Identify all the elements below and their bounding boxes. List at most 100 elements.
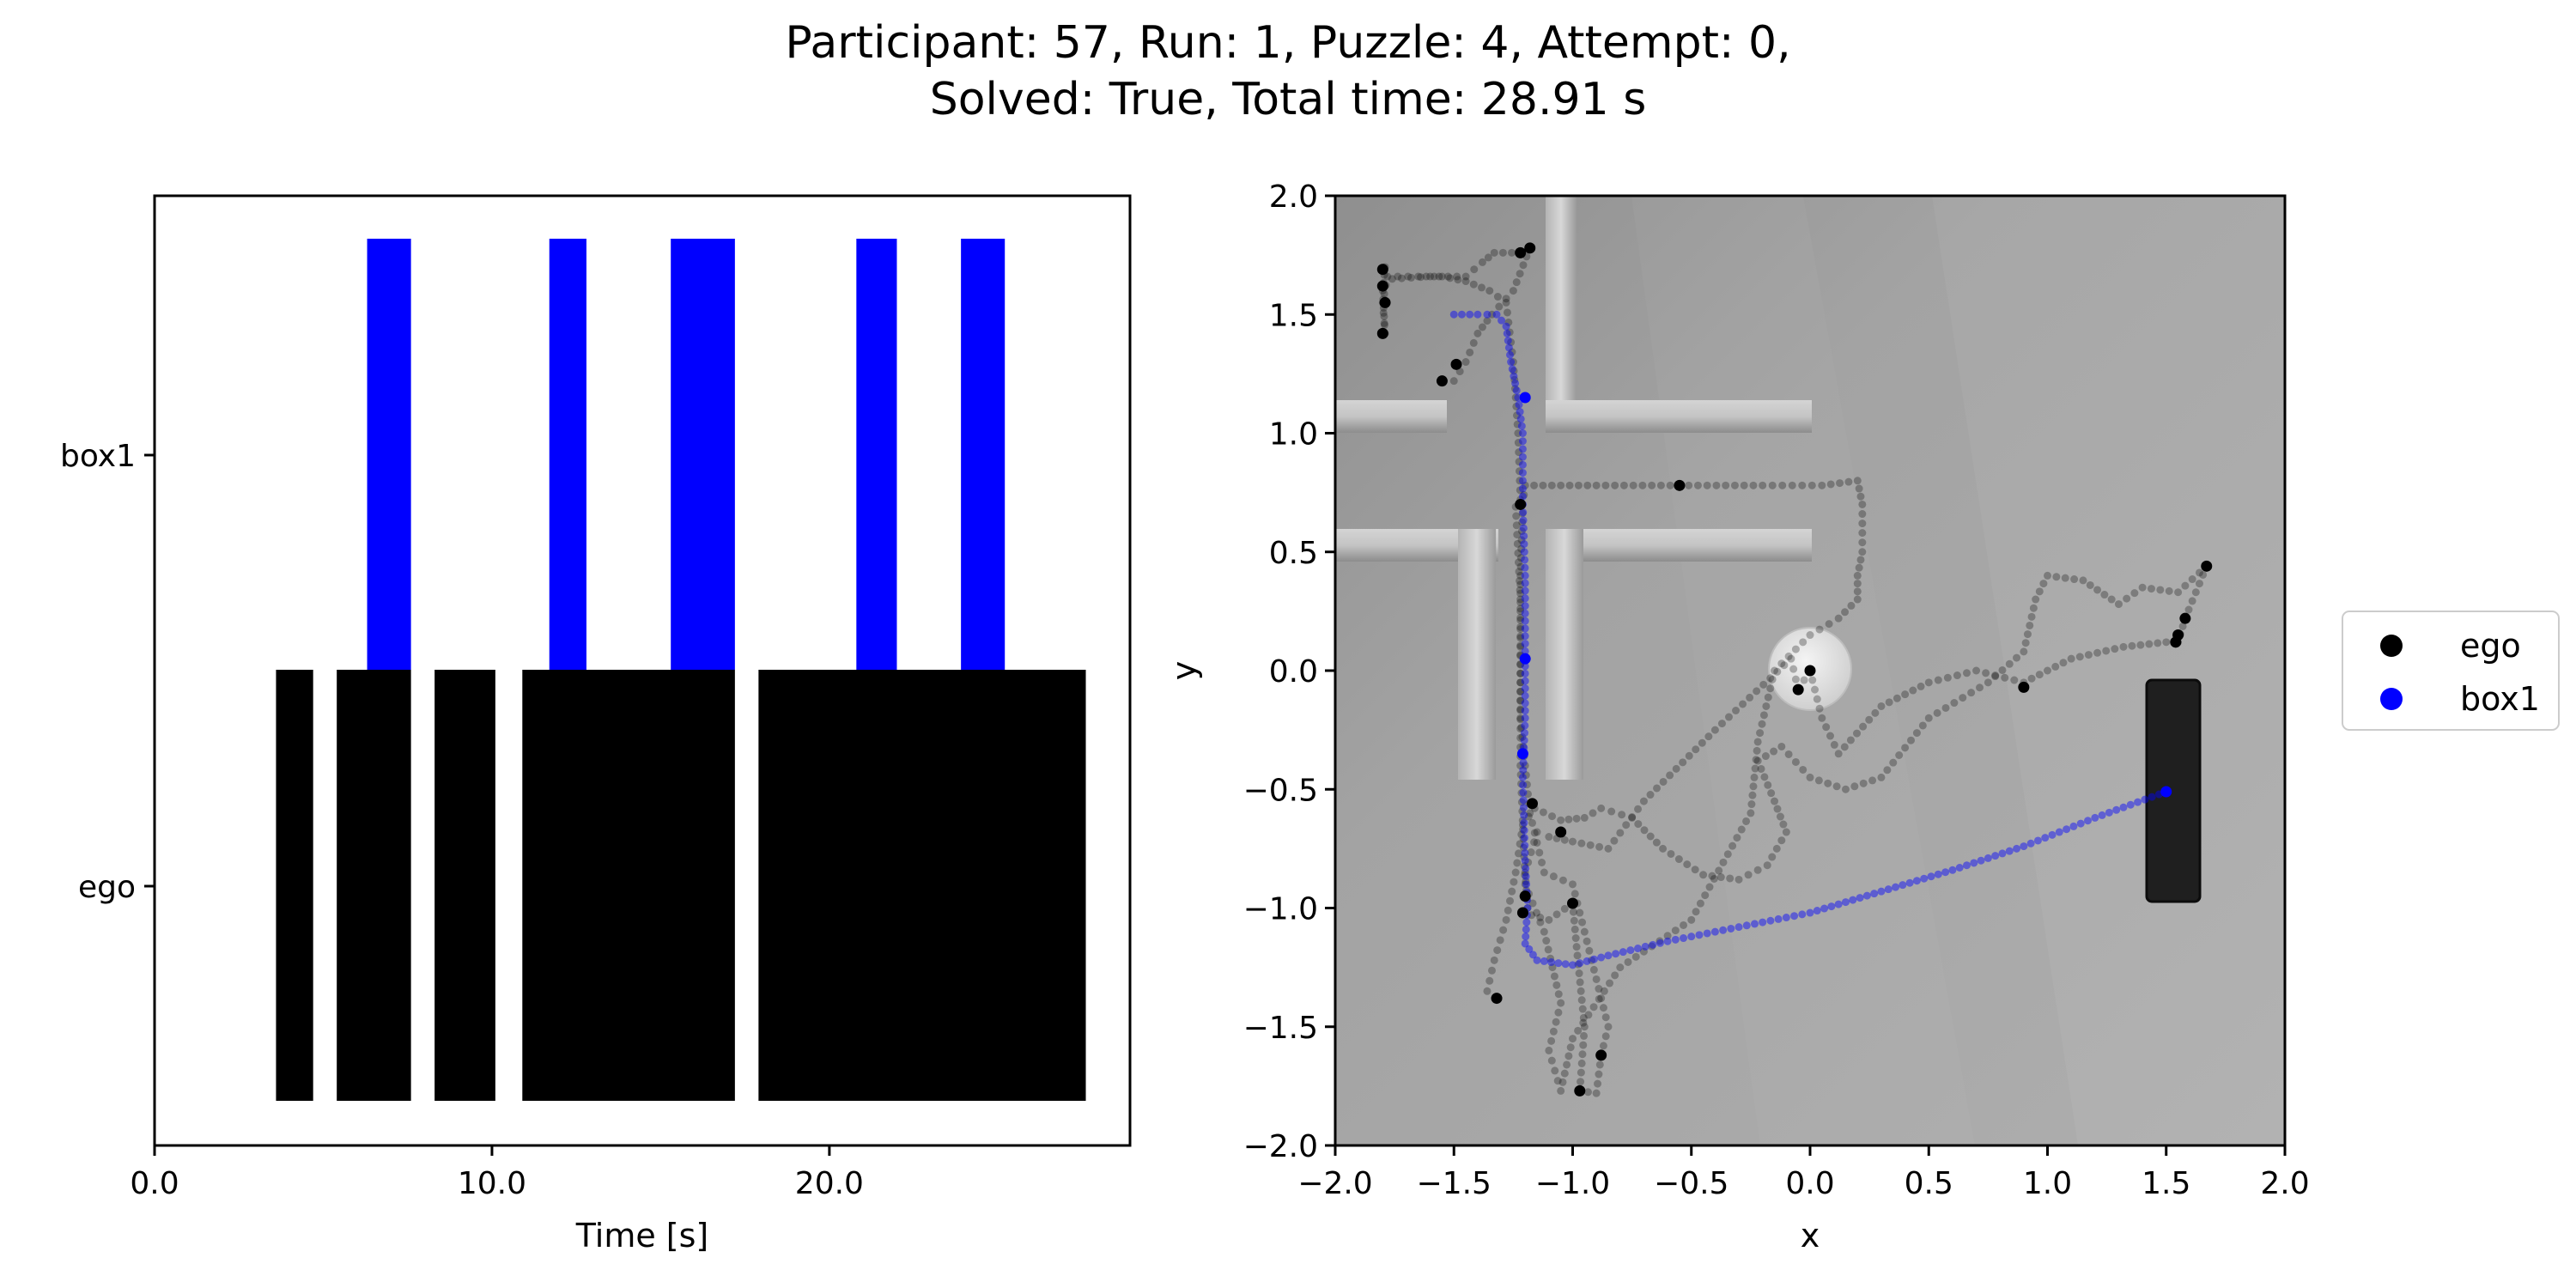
box1-trajectory-point bbox=[2105, 808, 2113, 817]
box1-trajectory-point bbox=[1735, 923, 1743, 932]
box1-trajectory-point bbox=[1521, 624, 1529, 633]
box1-trajectory-point bbox=[1521, 707, 1529, 715]
ego-trajectory-point bbox=[1394, 272, 1402, 281]
ego-trajectory-point bbox=[1656, 481, 1665, 489]
ego-trajectory-point bbox=[1934, 676, 1942, 684]
ego-trajectory-point bbox=[1592, 481, 1601, 489]
box1-trajectory-point bbox=[1518, 773, 1527, 781]
ego-trajectory-point bbox=[1528, 899, 1537, 908]
ego-trajectory-point bbox=[2086, 580, 2094, 589]
box1-trajectory-point bbox=[1813, 907, 1821, 915]
ego-trajectory-point bbox=[1580, 813, 1589, 822]
box1-trajectory-point bbox=[1827, 902, 1836, 911]
box1-trajectory-point bbox=[1521, 602, 1529, 611]
chart-title-line-1: Participant: 57, Run: 1, Puzzle: 4, Atte… bbox=[785, 17, 1791, 69]
ego-trajectory-point bbox=[1511, 393, 1520, 402]
ego-trajectory-point bbox=[1663, 932, 1672, 940]
ego-trajectory-point bbox=[1449, 377, 1458, 386]
ego-trajectory-point bbox=[1841, 608, 1850, 617]
ego-trajectory-point bbox=[1723, 850, 1732, 859]
ego-trajectory-point bbox=[2147, 585, 2155, 593]
ego-trajectory-point bbox=[2188, 575, 2196, 584]
box1-trajectory-point bbox=[1561, 960, 1570, 969]
box1-trajectory-point bbox=[1899, 881, 1907, 890]
box1-trajectory-point bbox=[2084, 817, 2093, 825]
ego-trajectory-point bbox=[2044, 571, 2051, 580]
ego-trajectory-point bbox=[1516, 576, 1524, 585]
ego-trajectory-point bbox=[1515, 568, 1523, 576]
ego-trajectory-point bbox=[1569, 837, 1577, 846]
ego-trajectory-point bbox=[1381, 320, 1389, 329]
ego-trajectory-point bbox=[1901, 744, 1910, 752]
ego-trajectory-point bbox=[1737, 825, 1746, 834]
ego-trajectory-point bbox=[1414, 272, 1423, 281]
ego-trajectory-point bbox=[1516, 642, 1525, 651]
ego-trajectory-point bbox=[1763, 861, 1771, 870]
ego-trajectory-point bbox=[1577, 1078, 1585, 1086]
ego-trajectory-point bbox=[1516, 605, 1525, 613]
ego-trajectory-point bbox=[1631, 952, 1640, 961]
ego-trajectory-point bbox=[1607, 807, 1616, 816]
ego-trajectory-point bbox=[1552, 910, 1561, 919]
ego-trajectory-point bbox=[1984, 678, 1992, 687]
ego-trajectory-point bbox=[1517, 798, 1526, 806]
ego-trajectory-point bbox=[1553, 1077, 1562, 1085]
ego-trajectory-point bbox=[1710, 874, 1718, 883]
ego-trajectory-point bbox=[1806, 631, 1814, 640]
box1-trajectory-point bbox=[1521, 699, 1529, 708]
box1-trajectory-point bbox=[1521, 617, 1529, 625]
box1-trajectory-point bbox=[1449, 310, 1458, 319]
legend: ego box1 bbox=[2342, 611, 2560, 731]
ego-trajectory-point bbox=[1771, 666, 1779, 675]
maze-walls bbox=[1335, 196, 1812, 780]
box1-trajectory-point bbox=[1516, 415, 1525, 423]
box1-trajectory-point bbox=[1991, 852, 2000, 860]
ego-highlight-point bbox=[1376, 280, 1388, 292]
ego-trajectory-point bbox=[1577, 1068, 1585, 1077]
ego-trajectory-point bbox=[1526, 809, 1534, 817]
ego-trajectory-point bbox=[1858, 519, 1867, 528]
ego-trajectory-point bbox=[1776, 812, 1784, 821]
ego-trajectory-point bbox=[1536, 918, 1545, 927]
box1-trajectory-point bbox=[1520, 548, 1528, 556]
ego-trajectory-point bbox=[1510, 367, 1518, 375]
ego-trajectory-point bbox=[1577, 1059, 1586, 1067]
ego-trajectory-point bbox=[1757, 764, 1765, 773]
box1-trajectory-point bbox=[1521, 939, 1529, 948]
ego-trajectory-point bbox=[1518, 821, 1527, 829]
ego-trajectory-point bbox=[1589, 1003, 1598, 1012]
box1-trajectory-point bbox=[1519, 788, 1528, 797]
box1-trajectory-point bbox=[1870, 890, 1879, 898]
ego-trajectory-point bbox=[1513, 420, 1522, 428]
ego-trajectory-point bbox=[1760, 773, 1769, 781]
ego-trajectory-point bbox=[1516, 607, 1525, 616]
box1-trajectory-point bbox=[1634, 945, 1643, 953]
box1-trajectory-point bbox=[1508, 365, 1516, 374]
ego-trajectory-point bbox=[1779, 820, 1788, 829]
box1-trajectory-point bbox=[1519, 516, 1528, 525]
ego-trajectory-point bbox=[1513, 539, 1522, 548]
box1-trajectory-point bbox=[2063, 825, 2071, 834]
ego-trajectory-point bbox=[1877, 702, 1886, 710]
y-tick-label-box1: box1 bbox=[60, 439, 136, 474]
box1-trajectory-point bbox=[1641, 942, 1649, 951]
ego-trajectory-point bbox=[1772, 844, 1781, 853]
ego-trajectory-point bbox=[1551, 1066, 1559, 1075]
box1-trajectory-point bbox=[1834, 900, 1843, 908]
ego-trajectory-point bbox=[1586, 841, 1595, 849]
ego-trajectory-point bbox=[2123, 594, 2131, 603]
box1-highlight-point bbox=[1519, 392, 1531, 404]
ego-trajectory-point bbox=[1512, 521, 1521, 530]
ego-trajectory-point bbox=[1611, 971, 1619, 980]
ego-trajectory-point bbox=[1535, 848, 1544, 857]
ego-trajectory-point bbox=[1503, 308, 1511, 317]
box1-trajectory-point bbox=[1520, 818, 1528, 827]
ego-trajectory-point bbox=[1516, 586, 1524, 594]
ego-trajectory-point bbox=[1732, 707, 1741, 715]
ego-trajectory-point bbox=[2023, 630, 2032, 639]
ego-trajectory-point bbox=[1490, 248, 1498, 257]
ego-trajectory-point bbox=[2188, 597, 2196, 605]
wall-segment bbox=[1546, 400, 1812, 433]
ego-trajectory-point bbox=[1618, 811, 1626, 819]
ego-trajectory-point bbox=[1517, 527, 1526, 536]
